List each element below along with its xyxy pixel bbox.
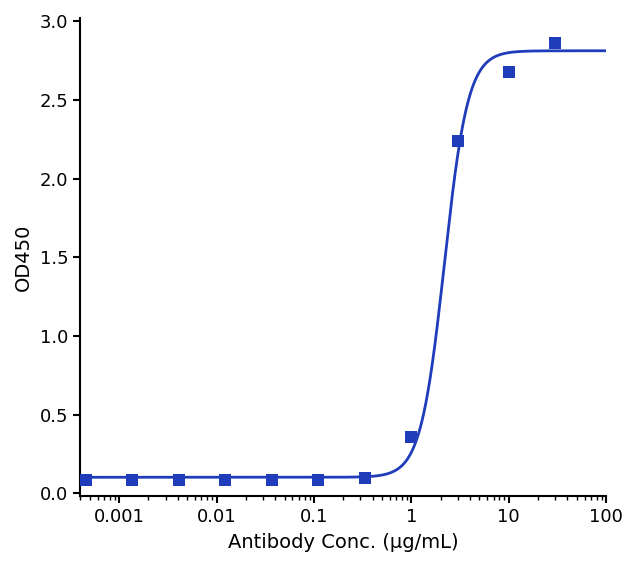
X-axis label: Antibody Conc. (μg/mL): Antibody Conc. (μg/mL) — [228, 533, 459, 552]
Y-axis label: OD450: OD450 — [14, 224, 33, 291]
Point — [453, 136, 463, 145]
Point — [220, 476, 231, 485]
Point — [550, 38, 561, 48]
Point — [174, 476, 184, 485]
Point — [360, 474, 370, 483]
Point — [81, 475, 91, 484]
Point — [406, 432, 417, 441]
Point — [127, 475, 138, 484]
Point — [504, 67, 514, 76]
Point — [267, 476, 277, 485]
Point — [313, 475, 324, 484]
